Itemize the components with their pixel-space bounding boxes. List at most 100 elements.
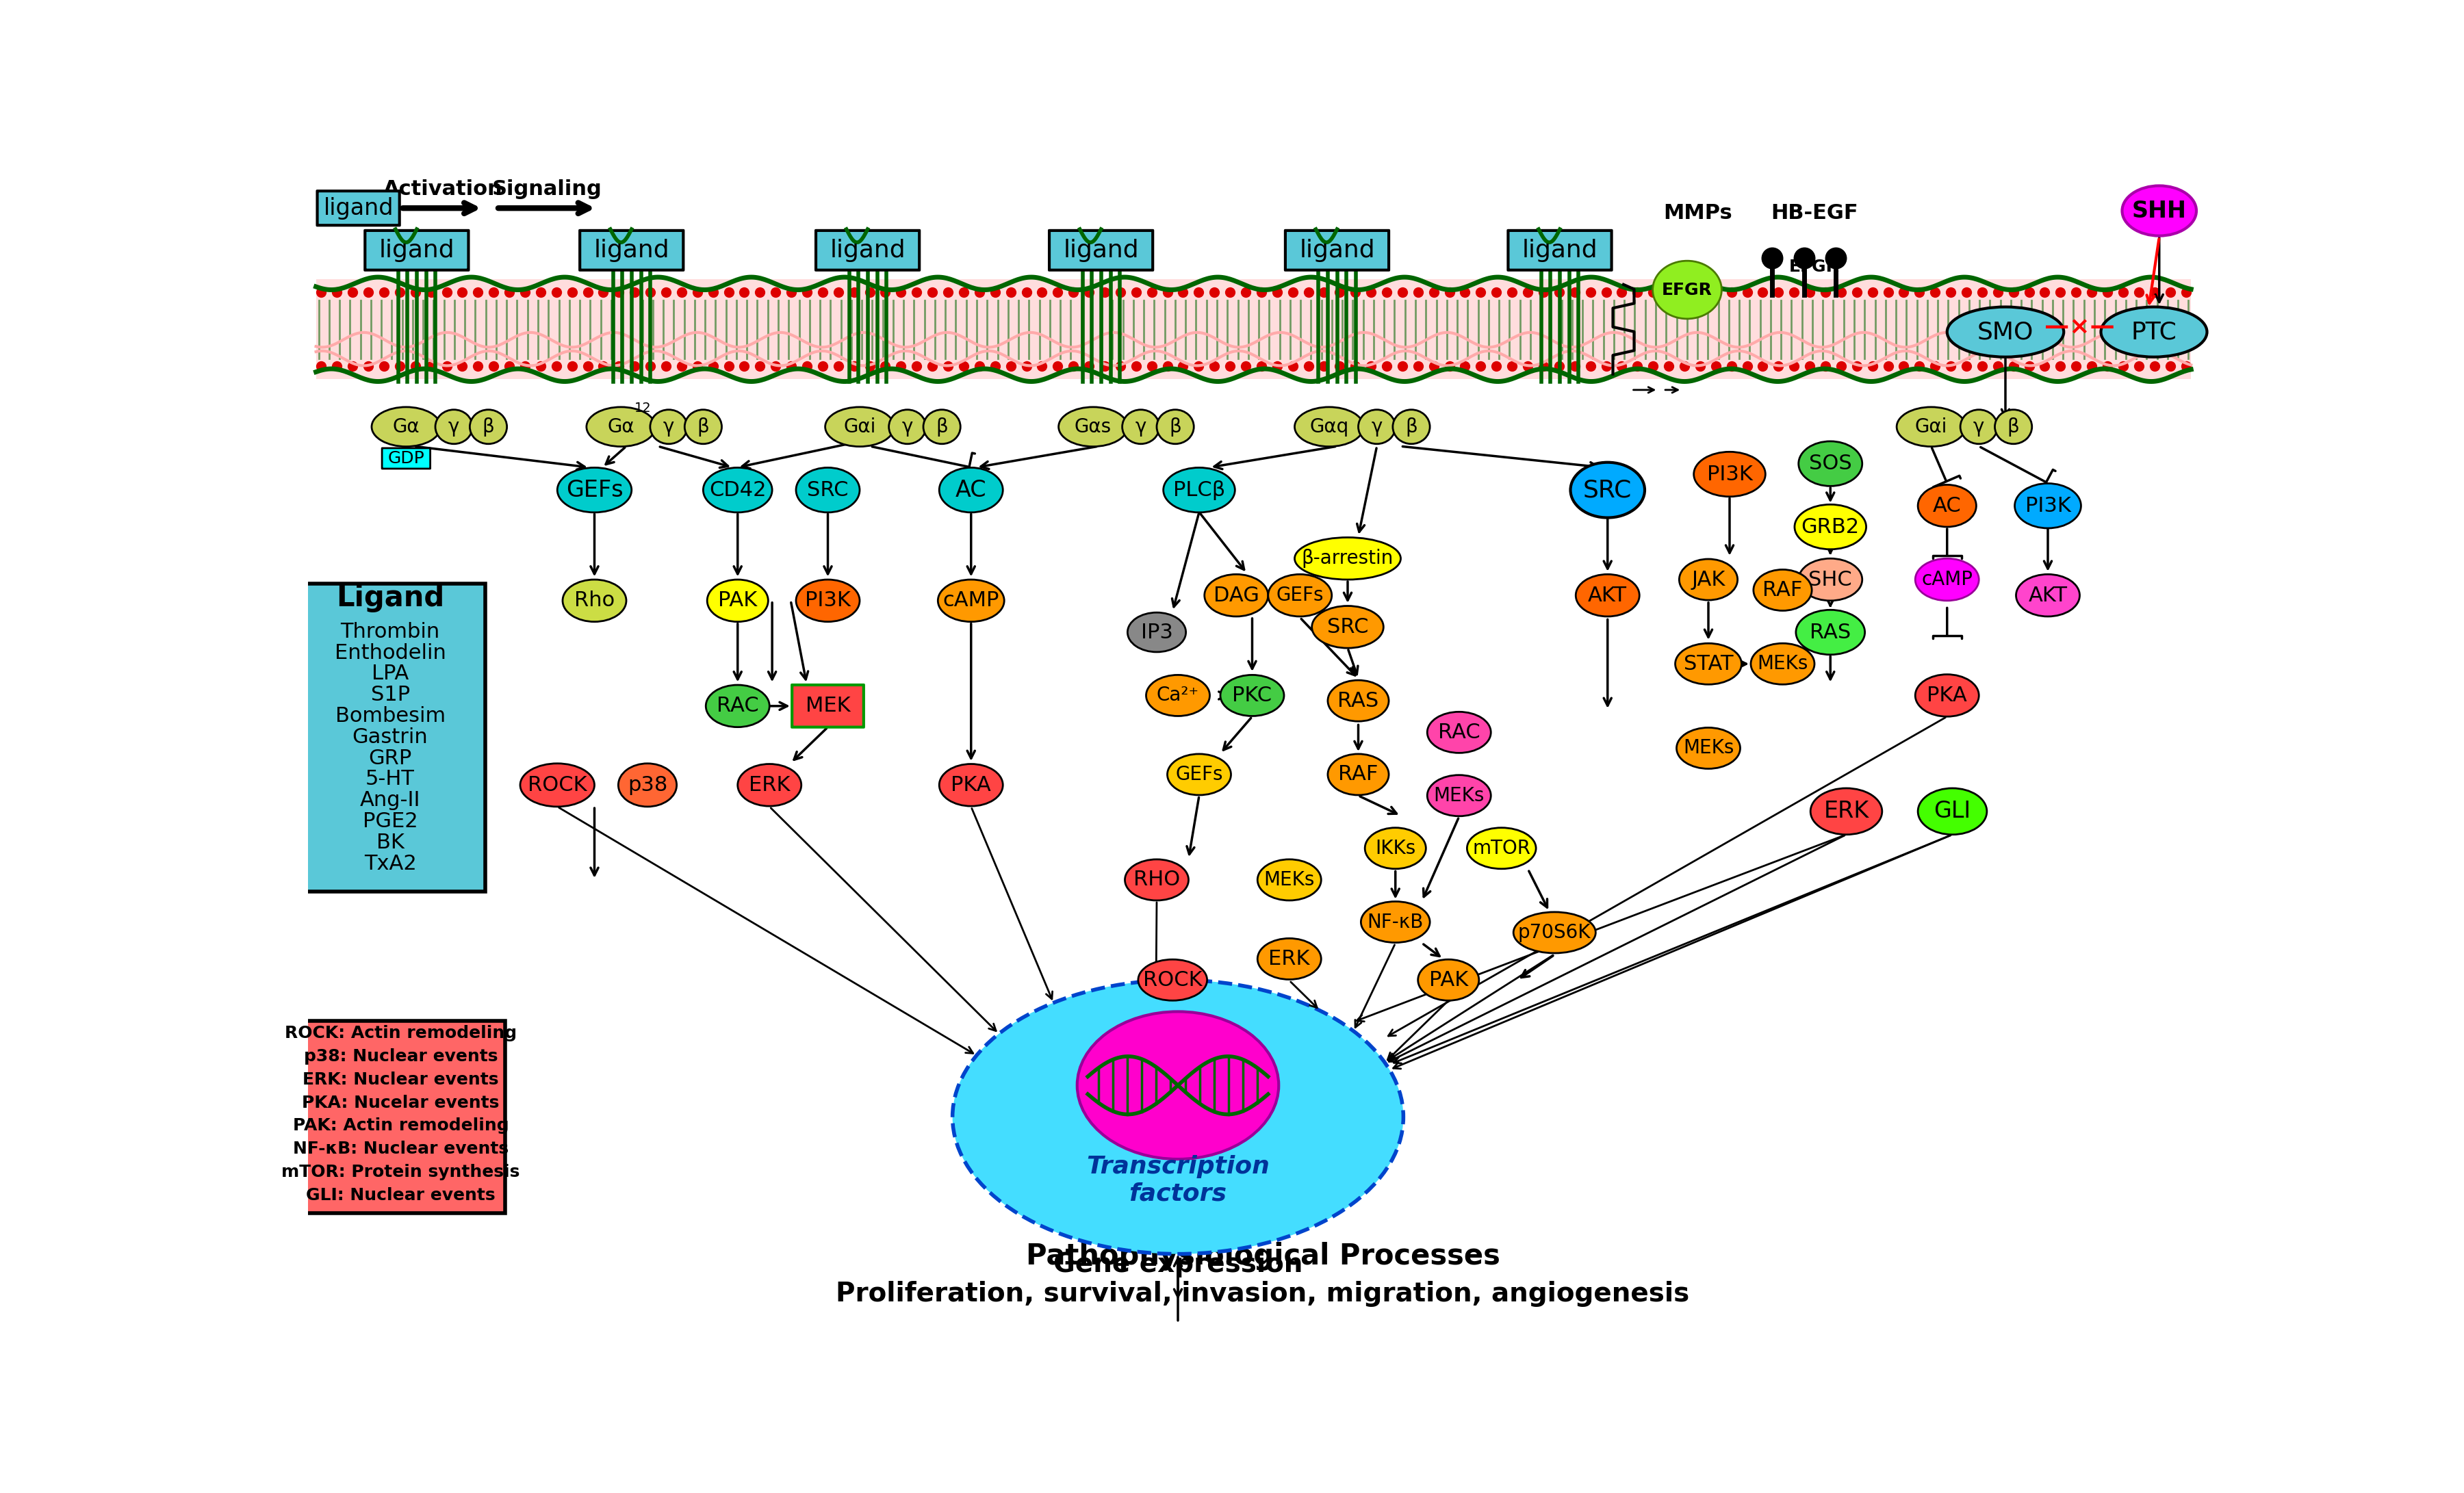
Ellipse shape	[1915, 558, 1979, 600]
Text: Ang-II: Ang-II	[360, 790, 421, 811]
Ellipse shape	[586, 408, 655, 446]
Text: ligand: ligand	[1299, 239, 1375, 261]
Text: β: β	[697, 417, 710, 436]
Text: NF-κB: Nuclear events: NF-κB: Nuclear events	[293, 1141, 508, 1157]
Ellipse shape	[520, 763, 594, 806]
Text: β: β	[483, 417, 495, 436]
Ellipse shape	[1077, 1012, 1279, 1159]
Ellipse shape	[796, 579, 860, 621]
Ellipse shape	[557, 467, 631, 512]
Text: Gαs: Gαs	[1074, 417, 1111, 436]
Text: GEFs: GEFs	[567, 479, 623, 502]
Text: PI3K: PI3K	[2025, 496, 2070, 515]
Ellipse shape	[825, 408, 894, 446]
Text: BK: BK	[377, 833, 404, 853]
Text: AKT: AKT	[1589, 585, 1626, 605]
Text: γ: γ	[1372, 417, 1382, 436]
Text: p38: Nuclear events: p38: Nuclear events	[303, 1048, 498, 1065]
Ellipse shape	[702, 467, 771, 512]
Text: EFGR: EFGR	[1789, 258, 1841, 275]
Text: PKA: Nucelar events: PKA: Nucelar events	[303, 1094, 500, 1111]
Text: β: β	[1170, 417, 1180, 436]
Ellipse shape	[1961, 409, 1998, 443]
Ellipse shape	[2122, 185, 2195, 236]
FancyBboxPatch shape	[1286, 230, 1390, 270]
FancyBboxPatch shape	[296, 1021, 505, 1212]
Text: Ligand: Ligand	[335, 584, 444, 612]
Text: Bombesim: Bombesim	[335, 706, 446, 726]
Ellipse shape	[2102, 308, 2208, 357]
Text: RAC: RAC	[717, 696, 759, 717]
Ellipse shape	[1360, 902, 1429, 942]
Ellipse shape	[939, 579, 1005, 621]
Ellipse shape	[2016, 484, 2082, 529]
Text: DAG: DAG	[1212, 585, 1259, 605]
Text: Thrombin: Thrombin	[340, 621, 441, 642]
Text: GDP: GDP	[387, 451, 424, 467]
Text: Rho: Rho	[574, 591, 614, 611]
Text: GLI: Nuclear events: GLI: Nuclear events	[306, 1187, 495, 1203]
Text: GRP: GRP	[370, 748, 411, 767]
FancyBboxPatch shape	[318, 191, 399, 225]
Text: PGE2: PGE2	[362, 812, 419, 832]
Text: PKC: PKC	[1232, 685, 1271, 705]
Text: Pathophysiological Processes: Pathophysiological Processes	[1025, 1242, 1501, 1271]
Ellipse shape	[1257, 939, 1321, 979]
Text: Ca²⁺: Ca²⁺	[1156, 685, 1200, 705]
Text: RHO: RHO	[1133, 870, 1180, 890]
FancyBboxPatch shape	[382, 448, 431, 469]
Text: LPA: LPA	[372, 664, 409, 684]
Text: AKT: AKT	[2028, 585, 2067, 605]
Ellipse shape	[1570, 463, 1646, 518]
Text: ERK: Nuclear events: ERK: Nuclear events	[303, 1072, 498, 1088]
Ellipse shape	[1129, 612, 1185, 652]
Text: γ: γ	[448, 417, 458, 436]
Text: NF-κB: NF-κB	[1368, 912, 1424, 932]
Text: mTOR: Protein synthesis: mTOR: Protein synthesis	[281, 1165, 520, 1181]
Text: IKKs: IKKs	[1375, 839, 1417, 858]
FancyBboxPatch shape	[816, 230, 919, 270]
Text: MEKs: MEKs	[1264, 870, 1316, 890]
Text: STAT: STAT	[1683, 654, 1732, 673]
Text: Gαq: Gαq	[1308, 417, 1348, 436]
Text: IP3: IP3	[1141, 623, 1173, 642]
Ellipse shape	[1392, 409, 1429, 443]
Text: ligand: ligand	[594, 239, 670, 261]
Ellipse shape	[1794, 505, 1865, 549]
Ellipse shape	[1126, 860, 1188, 900]
Text: 12: 12	[633, 402, 650, 415]
Text: ligand: ligand	[323, 197, 394, 219]
Ellipse shape	[939, 467, 1003, 512]
Text: MEKs: MEKs	[1757, 654, 1809, 673]
Text: Gαi: Gαi	[843, 417, 875, 436]
Text: cAMP: cAMP	[1922, 570, 1974, 590]
Text: —×—: —×—	[2045, 315, 2114, 339]
Ellipse shape	[890, 409, 926, 443]
Ellipse shape	[1163, 467, 1234, 512]
Text: AC: AC	[1932, 496, 1961, 515]
Ellipse shape	[1676, 643, 1742, 684]
Ellipse shape	[1269, 575, 1331, 617]
Text: ERK: ERK	[1269, 950, 1311, 969]
Ellipse shape	[1257, 860, 1321, 900]
Text: JAK: JAK	[1690, 570, 1725, 590]
Ellipse shape	[1947, 308, 2065, 357]
Text: ligand: ligand	[1523, 239, 1597, 261]
Text: PKA: PKA	[951, 775, 991, 794]
Ellipse shape	[1146, 675, 1210, 717]
Text: PAK: PAK	[1429, 970, 1469, 990]
FancyBboxPatch shape	[365, 230, 468, 270]
Ellipse shape	[707, 579, 769, 621]
Text: PAK: Actin remodeling: PAK: Actin remodeling	[293, 1118, 510, 1135]
Ellipse shape	[2016, 575, 2080, 617]
Ellipse shape	[924, 409, 961, 443]
Text: SRC: SRC	[1584, 478, 1631, 502]
Text: Gene expression: Gene expression	[1052, 1251, 1303, 1278]
Text: RAF: RAF	[1762, 581, 1804, 600]
Text: AC: AC	[956, 479, 986, 502]
Ellipse shape	[1676, 727, 1740, 769]
Text: S1P: S1P	[370, 685, 409, 705]
Ellipse shape	[1156, 409, 1195, 443]
Ellipse shape	[372, 408, 441, 446]
Text: ligand: ligand	[1062, 239, 1138, 261]
